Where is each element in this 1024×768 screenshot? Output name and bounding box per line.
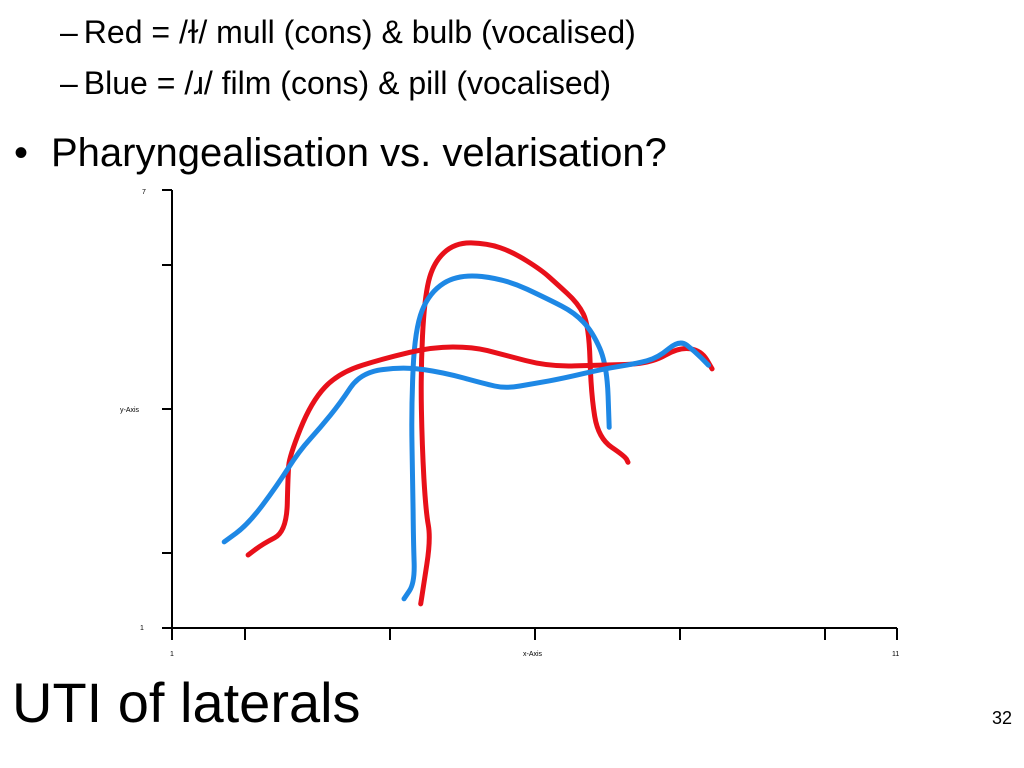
bullet-dot: •	[14, 131, 29, 175]
red-contour-1	[418, 240, 631, 607]
plot-axes: 7 1 y-Axis 1 11 x-Axis	[120, 189, 899, 658]
bullet-text: Pharyngealisation vs. velarisation?	[51, 131, 667, 175]
sub-bullet-dash: –	[60, 14, 78, 50]
blue-contour-2	[401, 273, 612, 602]
sub-bullet-dash: –	[60, 65, 78, 101]
sub-bullet-red: – Red = /ɫ/ mull (cons) & bulb (vocalised…	[60, 12, 636, 52]
page-number: 32	[992, 708, 1013, 728]
sub-bullet-text: Red = /ɫ/ mull (cons) & bulb (vocalised)	[83, 14, 636, 50]
red-contour-3	[245, 344, 715, 558]
y-tick-label-top: 7	[142, 189, 146, 196]
slide-title: UTI of laterals	[12, 671, 361, 734]
sub-bullet-text: Blue = /ɹ/ film (cons) & pill (vocalised…	[83, 65, 612, 101]
main-bullet: • Pharyngealisation vs. velarisation?	[14, 130, 667, 176]
tongue-contours	[221, 240, 715, 607]
sub-bullet-blue: – Blue = /ɹ/ film (cons) & pill (vocalise…	[60, 63, 611, 103]
y-tick-label-bottom: 1	[140, 625, 144, 632]
y-axis-label: y-Axis	[120, 407, 140, 414]
blue-contour-4	[221, 340, 711, 545]
x-tick-label-left: 1	[170, 651, 174, 658]
x-tick-label-right: 11	[892, 651, 899, 658]
x-axis-label: x-Axis	[523, 651, 543, 658]
